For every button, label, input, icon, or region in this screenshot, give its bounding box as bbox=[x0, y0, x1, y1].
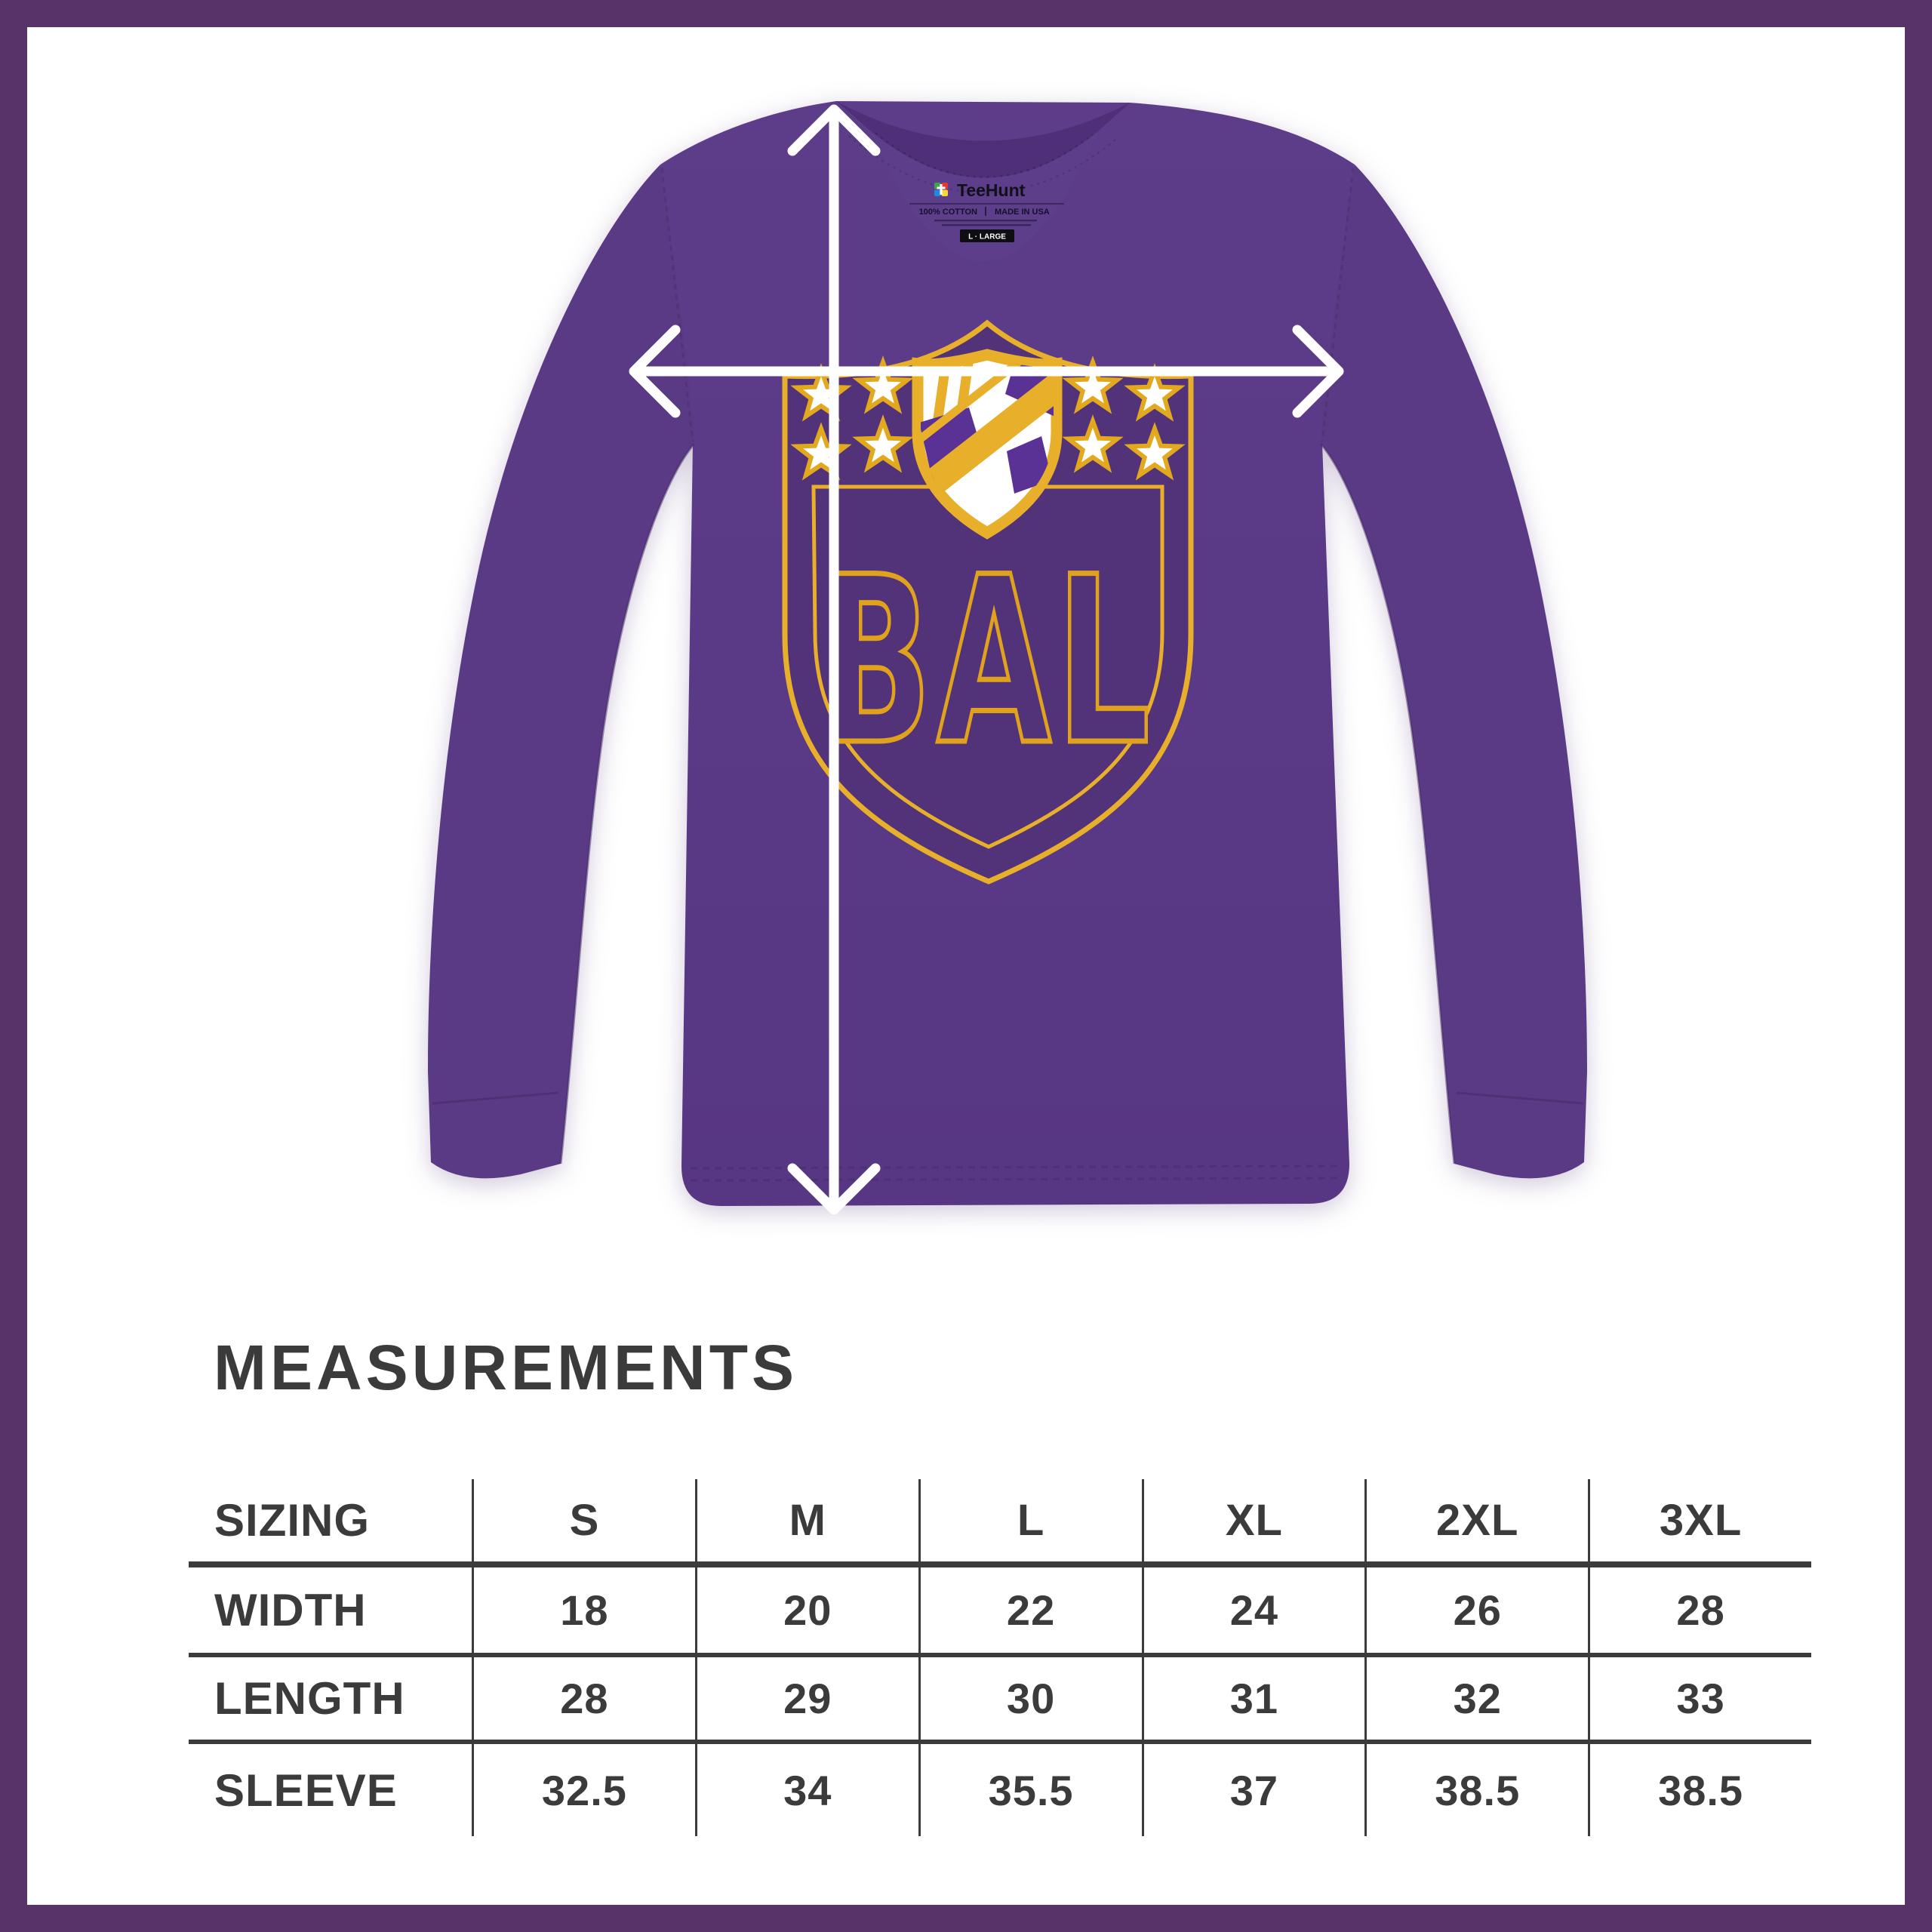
teehunt-logo-icon bbox=[934, 183, 948, 196]
right-sleeve bbox=[1321, 165, 1587, 1179]
width-value-m: 20 bbox=[694, 1567, 918, 1653]
fine-print-line bbox=[942, 224, 1031, 226]
width-arrow bbox=[629, 325, 1344, 418]
left-cuff-seam bbox=[432, 1091, 559, 1105]
width-value-2xl: 26 bbox=[1364, 1567, 1588, 1653]
sleeve-value-s: 32.5 bbox=[472, 1744, 695, 1836]
collar-bottom-stitch bbox=[848, 135, 1119, 194]
collar-back-panel bbox=[869, 130, 1098, 262]
table-row-sleeve: SLEEVE 32.5 34 35.5 37 38.5 38.5 bbox=[189, 1744, 1811, 1836]
row-label-width: WIDTH bbox=[214, 1585, 367, 1635]
row-label-sleeve: SLEEVE bbox=[214, 1764, 398, 1816]
maryland-crest bbox=[912, 349, 1063, 540]
left-sleeve-seam bbox=[559, 443, 696, 1164]
shield-outline bbox=[782, 319, 1194, 884]
shoulder-seam-left bbox=[660, 167, 694, 442]
collar-stitch bbox=[875, 132, 1094, 178]
width-value-l: 22 bbox=[918, 1567, 1142, 1653]
length-value-xl: 31 bbox=[1141, 1657, 1365, 1740]
header-cell-2xl: 2XL bbox=[1364, 1479, 1588, 1561]
header-cell-3xl: 3XL bbox=[1588, 1479, 1811, 1561]
left-sleeve bbox=[428, 165, 694, 1179]
table-row-length: LENGTH 28 29 30 31 32 33 bbox=[189, 1657, 1811, 1744]
collar-band bbox=[836, 101, 1130, 178]
measurements-title: MEASUREMENTS bbox=[214, 1332, 798, 1403]
sleeve-value-xl: 37 bbox=[1141, 1744, 1365, 1836]
table-header-row: SIZING S M L XL 2XL 3XL bbox=[189, 1479, 1811, 1567]
right-sleeve-seam bbox=[1319, 443, 1456, 1164]
row-label-length: LENGTH bbox=[214, 1673, 405, 1724]
length-value-2xl: 32 bbox=[1364, 1657, 1588, 1740]
size-tag bbox=[960, 229, 1014, 242]
header-cell-m: M bbox=[694, 1479, 918, 1561]
width-value-xl: 24 bbox=[1141, 1567, 1365, 1653]
shield-logo: BAL bbox=[782, 319, 1194, 884]
monogram-text: BAL bbox=[820, 528, 1155, 795]
right-cuff-seam bbox=[1456, 1091, 1583, 1105]
fine-print-line bbox=[934, 220, 1037, 222]
length-value-m: 29 bbox=[694, 1657, 918, 1740]
neck-label: TeeHunt 100% COTTON MADE IN USA L · LARG… bbox=[909, 180, 1064, 242]
sleeve-value-3xl: 38.5 bbox=[1588, 1744, 1811, 1836]
brand-text: TeeHunt bbox=[957, 180, 1026, 200]
sleeve-value-m: 34 bbox=[694, 1744, 918, 1836]
sleeve-value-2xl: 38.5 bbox=[1364, 1744, 1588, 1836]
size-tag-text: L · LARGE bbox=[968, 233, 1006, 242]
origin-text: MADE IN USA bbox=[995, 208, 1050, 217]
sleeve-value-l: 35.5 bbox=[918, 1744, 1142, 1836]
shirt: TeeHunt 100% COTTON MADE IN USA L · LARG… bbox=[428, 101, 1587, 1206]
length-value-s: 28 bbox=[472, 1657, 695, 1740]
header-cell-xl: XL bbox=[1141, 1479, 1365, 1561]
header-cell-sizing: SIZING bbox=[214, 1495, 371, 1546]
header-cell-s: S bbox=[472, 1479, 695, 1561]
table-row-width: WIDTH 18 20 22 24 26 28 bbox=[189, 1567, 1811, 1657]
width-value-3xl: 28 bbox=[1588, 1567, 1811, 1653]
width-value-s: 18 bbox=[472, 1567, 695, 1653]
material-text: 100% COTTON bbox=[919, 208, 977, 217]
length-arrow bbox=[787, 104, 881, 1215]
length-value-l: 30 bbox=[918, 1657, 1142, 1740]
header-cell-l: L bbox=[918, 1479, 1142, 1561]
length-value-3xl: 33 bbox=[1588, 1657, 1811, 1740]
shirt-illustration: TeeHunt 100% COTTON MADE IN USA L · LARG… bbox=[428, 101, 1587, 1215]
shoulder-seam-right bbox=[1321, 167, 1355, 442]
sizing-table: SIZING S M L XL 2XL 3XL WIDTH 18 20 22 2… bbox=[189, 1479, 1811, 1836]
